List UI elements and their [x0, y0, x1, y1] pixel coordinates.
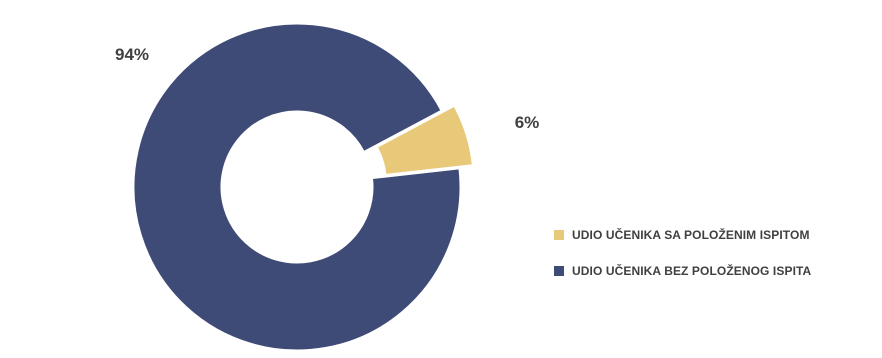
data-label-not-passed: 94%: [115, 45, 149, 64]
data-label-passed: 6%: [515, 113, 540, 132]
legend-item-not-passed: UDIO UČENIKA BEZ POLOŽENOG ISPITA: [554, 262, 811, 280]
legend-swatch-not-passed: [554, 266, 564, 276]
slices-group: [133, 23, 473, 351]
legend: UDIO UČENIKA SA POLOŽENIM ISPITOM UDIO U…: [554, 226, 811, 298]
legend-swatch-passed: [554, 230, 564, 240]
legend-item-passed: UDIO UČENIKA SA POLOŽENIM ISPITOM: [554, 226, 811, 244]
legend-label-passed: UDIO UČENIKA SA POLOŽENIM ISPITOM: [572, 228, 810, 242]
slice-passed: [376, 105, 473, 175]
legend-label-not-passed: UDIO UČENIKA BEZ POLOŽENOG ISPITA: [572, 264, 812, 278]
slice-not-passed: [133, 23, 461, 351]
data-labels-group: 6% 94%: [115, 45, 539, 132]
